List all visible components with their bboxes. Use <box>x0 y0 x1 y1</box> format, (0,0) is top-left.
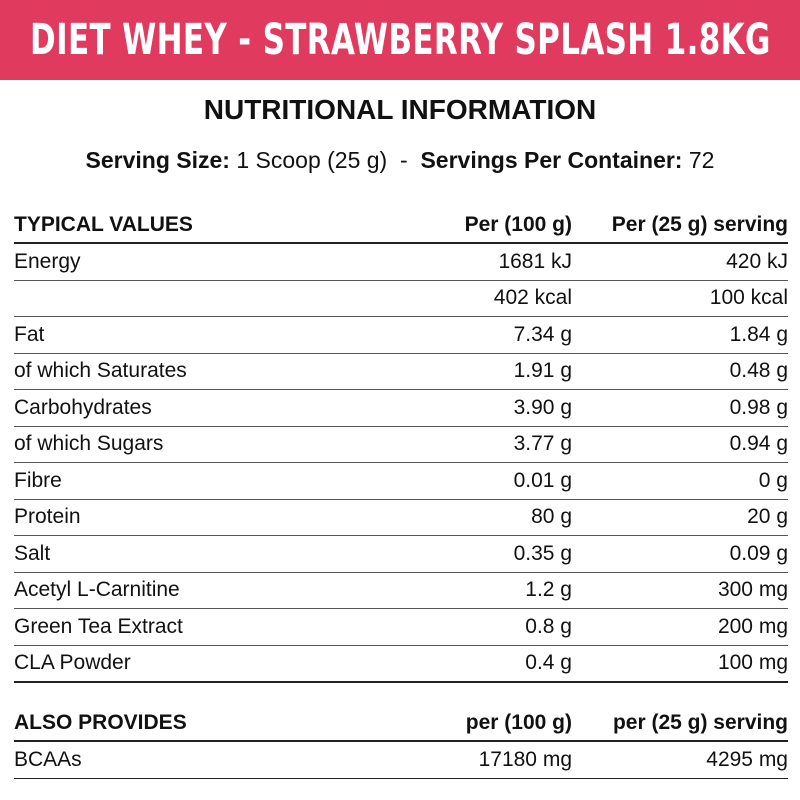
value-per-100g: 1681 kJ <box>498 249 572 273</box>
also-provides-header: ALSO PROVIDES per (100 g) per (25 g) ser… <box>14 706 788 742</box>
value-per-100g: 0.01 g <box>513 468 572 492</box>
serving-size-value: 1 Scoop (25 g) <box>236 147 388 173</box>
nutrient-name: Green Tea Extract <box>14 614 183 638</box>
nutrient-name: Acetyl L-Carnitine <box>14 578 180 602</box>
table-row: 402 kcal 100 kcal <box>14 281 788 317</box>
nutrition-heading: NUTRITIONAL INFORMATION <box>203 94 597 125</box>
value-per-100g: 0.4 g <box>525 651 572 675</box>
table-row: of which Sugars 3.77 g 0.94 g <box>14 427 788 463</box>
servings-per-container-value: 72 <box>688 147 715 173</box>
value-per-serving: 100 mg <box>717 651 788 675</box>
nutrition-table-header: TYPICAL VALUES Per (100 g) Per (25 g) se… <box>14 208 788 244</box>
value-per-100g: 3.77 g <box>513 432 572 456</box>
value-per-serving: 420 kJ <box>726 249 788 273</box>
serving-separator: - <box>400 147 408 173</box>
table-row: Salt 0.35 g 0.09 g <box>14 536 788 573</box>
product-title-banner: DIET WHEY - STRAWBERRY SPLASH 1.8KG <box>0 0 800 80</box>
header-per-100g: Per (100 g) <box>464 213 572 236</box>
value-per-serving: 300 mg <box>717 578 788 602</box>
nutrient-name: of which Sugars <box>14 432 164 456</box>
table-row: BCAAs 17180 mg 4295 mg <box>14 742 788 779</box>
value-per-serving: 0.09 g <box>729 541 788 565</box>
value-per-100g: 17180 mg <box>478 747 572 771</box>
table-row: CLA Powder 0.4 g 100 mg <box>14 646 788 682</box>
also-provides-table: ALSO PROVIDES per (100 g) per (25 g) ser… <box>14 706 788 779</box>
value-per-100g: 1.2 g <box>525 578 572 602</box>
value-per-serving: 4295 mg <box>706 747 788 771</box>
value-per-100g: 0.35 g <box>513 541 572 565</box>
table-row: Energy 1681 kJ 420 kJ <box>14 244 788 281</box>
value-per-100g: 1.91 g <box>513 359 572 383</box>
value-per-100g: 402 kcal <box>493 286 572 310</box>
product-title: DIET WHEY - STRAWBERRY SPLASH 1.8KG <box>29 15 771 65</box>
nutrient-name: Fibre <box>14 468 62 492</box>
nutrition-table: TYPICAL VALUES Per (100 g) Per (25 g) se… <box>14 208 788 683</box>
nutrient-name: CLA Powder <box>14 651 131 675</box>
header-typical-values: TYPICAL VALUES <box>14 213 193 236</box>
serving-info: Serving Size: 1 Scoop (25 g) - Servings … <box>0 147 800 174</box>
value-per-100g: 0.8 g <box>525 614 572 638</box>
header-also-provides: ALSO PROVIDES <box>14 711 187 734</box>
value-per-serving: 100 kcal <box>709 286 788 310</box>
header-per-serving: Per (25 g) serving <box>611 213 788 236</box>
header-per-100g: per (100 g) <box>465 711 572 734</box>
nutrient-name: of which Saturates <box>14 359 187 383</box>
table-row: Acetyl L-Carnitine 1.2 g 300 mg <box>14 573 788 609</box>
table-row: Carbohydrates 3.90 g 0.98 g <box>14 390 788 427</box>
value-per-serving: 20 g <box>747 505 788 529</box>
value-per-serving: 0.98 g <box>729 395 788 419</box>
nutrient-name: Protein <box>14 505 81 529</box>
table-row: of which Saturates 1.91 g 0.48 g <box>14 354 788 390</box>
nutrient-name: BCAAs <box>14 747 82 771</box>
table-row: Fat 7.34 g 1.84 g <box>14 317 788 354</box>
header-per-serving: per (25 g) serving <box>612 711 788 734</box>
value-per-serving: 0 g <box>758 468 788 492</box>
value-per-100g: 3.90 g <box>513 395 572 419</box>
table-row: Fibre 0.01 g 0 g <box>14 463 788 500</box>
value-per-serving: 0.48 g <box>729 359 788 383</box>
nutrient-name: Salt <box>14 541 51 565</box>
table-row: Green Tea Extract 0.8 g 200 mg <box>14 609 788 646</box>
value-per-serving: 200 mg <box>717 614 788 638</box>
nutrient-name: Carbohydrates <box>14 395 152 419</box>
servings-per-container-label: Servings Per Container: <box>420 147 683 173</box>
table-row: Protein 80 g 20 g <box>14 500 788 536</box>
nutrient-name: Energy <box>14 249 81 273</box>
serving-size-label: Serving Size: <box>85 147 230 173</box>
value-per-100g: 80 g <box>531 505 572 529</box>
value-per-serving: 0.94 g <box>729 432 788 456</box>
value-per-100g: 7.34 g <box>513 322 572 346</box>
value-per-serving: 1.84 g <box>729 322 788 346</box>
nutrient-name: Fat <box>14 322 45 346</box>
